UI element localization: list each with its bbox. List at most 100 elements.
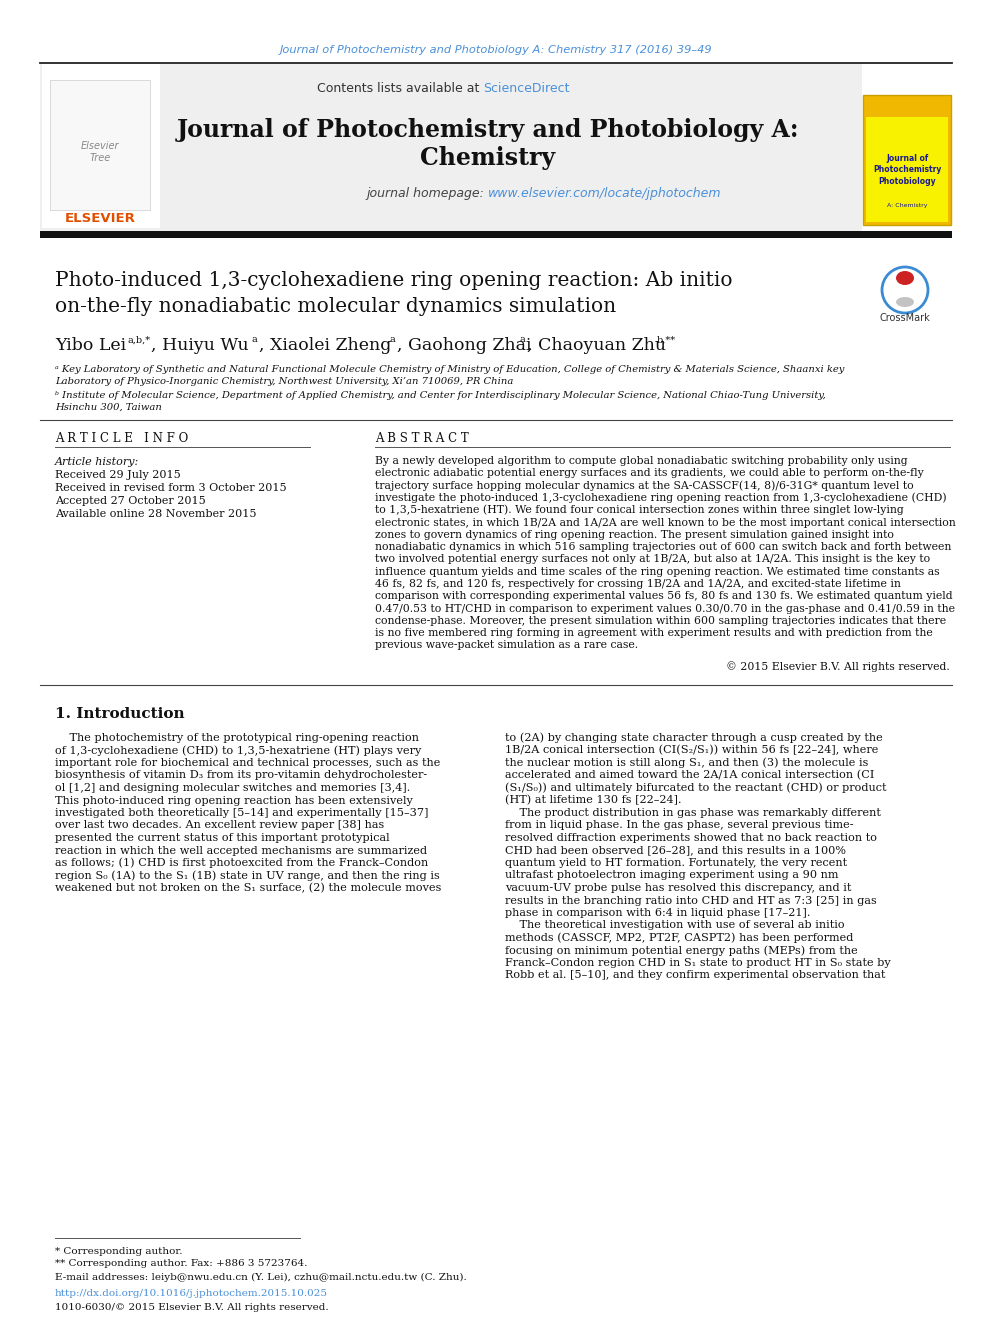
Text: influence quantum yields and time scales of the ring opening reaction. We estima: influence quantum yields and time scales… [375, 566, 939, 577]
Text: Yibo Lei: Yibo Lei [55, 337, 126, 355]
Text: on-the-fly nonadiabatic molecular dynamics simulation: on-the-fly nonadiabatic molecular dynami… [55, 298, 616, 316]
Text: , Gaohong Zhai: , Gaohong Zhai [397, 337, 532, 355]
Text: ol [1,2] and designing molecular switches and memories [3,4].: ol [1,2] and designing molecular switche… [55, 783, 411, 792]
Text: Received in revised form 3 October 2015: Received in revised form 3 October 2015 [55, 483, 287, 493]
Text: investigated both theoretically [5–14] and experimentally [15–37]: investigated both theoretically [5–14] a… [55, 808, 429, 818]
Text: 1. Introduction: 1. Introduction [55, 706, 185, 721]
Text: a: a [389, 336, 395, 344]
Text: quantum yield to HT formation. Fortunately, the very recent: quantum yield to HT formation. Fortunate… [505, 859, 847, 868]
Text: A: Chemistry: A: Chemistry [887, 204, 928, 209]
Text: electronic states, in which 1B/2A and 1A/2A are well known to be the most import: electronic states, in which 1B/2A and 1A… [375, 517, 955, 528]
Text: is no five membered ring forming in agreement with experiment results and with p: is no five membered ring forming in agre… [375, 628, 932, 638]
Text: 1B/2A conical intersection (CI(S₂/S₁)) within 56 fs [22–24], where: 1B/2A conical intersection (CI(S₂/S₁)) w… [505, 745, 878, 755]
Text: weakened but not broken on the S₁ surface, (2) the molecule moves: weakened but not broken on the S₁ surfac… [55, 882, 441, 893]
Text: © 2015 Elsevier B.V. All rights reserved.: © 2015 Elsevier B.V. All rights reserved… [726, 662, 950, 672]
Text: presented the current status of this important prototypical: presented the current status of this imp… [55, 833, 390, 843]
Text: accelerated and aimed toward the 2A/1A conical intersection (CI: accelerated and aimed toward the 2A/1A c… [505, 770, 874, 781]
Text: journal homepage:: journal homepage: [366, 188, 488, 201]
Bar [42, 64, 160, 228]
Text: 1010-6030/© 2015 Elsevier B.V. All rights reserved.: 1010-6030/© 2015 Elsevier B.V. All right… [55, 1303, 328, 1311]
Text: zones to govern dynamics of ring opening reaction. The present simulation gained: zones to govern dynamics of ring opening… [375, 529, 894, 540]
Text: , Chaoyuan Zhu: , Chaoyuan Zhu [527, 337, 666, 355]
Bar [866, 116, 948, 222]
Text: a: a [519, 336, 525, 344]
Text: The theoretical investigation with use of several ab initio: The theoretical investigation with use o… [505, 921, 844, 930]
Text: Contents lists available at: Contents lists available at [316, 82, 483, 94]
Text: region S₀ (1A) to the S₁ (1B) state in UV range, and then the ring is: region S₀ (1A) to the S₁ (1B) state in U… [55, 871, 439, 881]
Text: The photochemistry of the prototypical ring-opening reaction: The photochemistry of the prototypical r… [55, 733, 419, 744]
Text: 0.47/0.53 to HT/CHD in comparison to experiment values 0.30/0.70 in the gas-phas: 0.47/0.53 to HT/CHD in comparison to exp… [375, 603, 955, 614]
Text: a,b,*: a,b,* [127, 336, 150, 344]
Text: E-mail addresses: leiyb@nwu.edu.cn (Y. Lei), czhu@mail.nctu.edu.tw (C. Zhu).: E-mail addresses: leiyb@nwu.edu.cn (Y. L… [55, 1273, 467, 1282]
Text: Accepted 27 October 2015: Accepted 27 October 2015 [55, 496, 205, 505]
Text: from in liquid phase. In the gas phase, several previous time-: from in liquid phase. In the gas phase, … [505, 820, 853, 831]
Text: a: a [251, 336, 257, 344]
Text: comparison with corresponding experimental values 56 fs, 80 fs and 130 fs. We es: comparison with corresponding experiment… [375, 591, 952, 601]
Text: (S₁/S₀)) and ultimately bifurcated to the reactant (CHD) or product: (S₁/S₀)) and ultimately bifurcated to th… [505, 783, 887, 794]
Text: trajectory surface hopping molecular dynamics at the SA-CASSCF(14, 8)/6-31G* qua: trajectory surface hopping molecular dyn… [375, 480, 914, 491]
Text: over last two decades. An excellent review paper [38] has: over last two decades. An excellent revi… [55, 820, 384, 831]
Text: Journal of Photochemistry and Photobiology A:: Journal of Photochemistry and Photobiolo… [177, 118, 800, 142]
Text: Chemistry: Chemistry [421, 146, 556, 169]
Text: Available online 28 November 2015: Available online 28 November 2015 [55, 509, 257, 519]
Text: ELSEVIER: ELSEVIER [64, 212, 136, 225]
Text: to (2A) by changing state character through a cusp created by the: to (2A) by changing state character thro… [505, 733, 883, 744]
Text: Elsevier
Tree: Elsevier Tree [80, 142, 119, 163]
Text: www.elsevier.com/locate/jphotochem: www.elsevier.com/locate/jphotochem [488, 188, 721, 201]
Text: Journal of Photochemistry and Photobiology A: Chemistry 317 (2016) 39–49: Journal of Photochemistry and Photobiolo… [280, 45, 712, 56]
Text: Hsinchu 300, Taiwan: Hsinchu 300, Taiwan [55, 402, 162, 411]
Text: A B S T R A C T: A B S T R A C T [375, 431, 469, 445]
Text: important role for biochemical and technical processes, such as the: important role for biochemical and techn… [55, 758, 440, 767]
Bar [863, 95, 951, 225]
Text: as follows; (1) CHD is first photoexcited from the Franck–Condon: as follows; (1) CHD is first photoexcite… [55, 857, 429, 868]
Bar [40, 232, 952, 238]
Text: , Huiyu Wu: , Huiyu Wu [151, 337, 249, 355]
Text: investigate the photo-induced 1,3-cyclohexadiene ring opening reaction from 1,3-: investigate the photo-induced 1,3-cycloh… [375, 492, 946, 503]
Text: ultrafast photoelectron imaging experiment using a 90 nm: ultrafast photoelectron imaging experime… [505, 871, 838, 881]
Ellipse shape [896, 296, 914, 307]
Text: ** Corresponding author. Fax: +886 3 5723764.: ** Corresponding author. Fax: +886 3 572… [55, 1259, 308, 1269]
Text: nonadiabatic dynamics in which 516 sampling trajectories out of 600 can switch b: nonadiabatic dynamics in which 516 sampl… [375, 542, 951, 552]
Bar [40, 64, 862, 232]
Circle shape [882, 267, 928, 314]
Text: A R T I C L E   I N F O: A R T I C L E I N F O [55, 431, 188, 445]
Text: This photo-induced ring opening reaction has been extensively: This photo-induced ring opening reaction… [55, 795, 413, 806]
Text: (HT) at lifetime 130 fs [22–24].: (HT) at lifetime 130 fs [22–24]. [505, 795, 682, 806]
Text: resolved diffraction experiments showed that no back reaction to: resolved diffraction experiments showed … [505, 833, 877, 843]
Text: Received 29 July 2015: Received 29 July 2015 [55, 470, 181, 480]
Text: results in the branching ratio into CHD and HT as 7:3 [25] in gas: results in the branching ratio into CHD … [505, 896, 877, 905]
Text: reaction in which the well accepted mechanisms are summarized: reaction in which the well accepted mech… [55, 845, 428, 856]
Text: focusing on minimum potential energy paths (MEPs) from the: focusing on minimum potential energy pat… [505, 945, 858, 955]
Text: phase in comparison with 6:4 in liquid phase [17–21].: phase in comparison with 6:4 in liquid p… [505, 908, 810, 918]
Text: electronic adiabatic potential energy surfaces and its gradients, we could able : electronic adiabatic potential energy su… [375, 468, 924, 479]
Text: Franck–Condon region CHD in S₁ state to product HT in S₀ state by: Franck–Condon region CHD in S₁ state to … [505, 958, 891, 968]
Text: CrossMark: CrossMark [880, 314, 930, 323]
Text: Photo-induced 1,3-cyclohexadiene ring opening reaction: Ab initio: Photo-induced 1,3-cyclohexadiene ring op… [55, 270, 732, 290]
Bar [50, 79, 150, 210]
Text: two involved potential energy surfaces not only at 1B/2A, but also at 1A/2A. Thi: two involved potential energy surfaces n… [375, 554, 930, 565]
Text: biosynthesis of vitamin D₃ from its pro-vitamin dehydrocholester-: biosynthesis of vitamin D₃ from its pro-… [55, 770, 428, 781]
Text: Laboratory of Physico-Inorganic Chemistry, Northwest University, Xi’an 710069, P: Laboratory of Physico-Inorganic Chemistr… [55, 377, 514, 385]
Text: vacuum-UV probe pulse has resolved this discrepancy, and it: vacuum-UV probe pulse has resolved this … [505, 882, 851, 893]
Text: methods (CASSCF, MP2, PT2F, CASPT2) has been performed: methods (CASSCF, MP2, PT2F, CASPT2) has … [505, 933, 853, 943]
Text: 46 fs, 82 fs, and 120 fs, respectively for crossing 1B/2A and 1A/2A, and excited: 46 fs, 82 fs, and 120 fs, respectively f… [375, 579, 901, 589]
Text: * Corresponding author.: * Corresponding author. [55, 1246, 183, 1256]
Text: Robb et al. [5–10], and they confirm experimental observation that: Robb et al. [5–10], and they confirm exp… [505, 971, 886, 980]
Ellipse shape [896, 271, 914, 284]
Text: CHD had been observed [26–28], and this results in a 100%: CHD had been observed [26–28], and this … [505, 845, 846, 856]
Text: of 1,3-cyclohexadiene (CHD) to 1,3,5-hexatriene (HT) plays very: of 1,3-cyclohexadiene (CHD) to 1,3,5-hex… [55, 745, 422, 755]
Text: condense-phase. Moreover, the present simulation within 600 sampling trajectorie: condense-phase. Moreover, the present si… [375, 617, 946, 626]
Text: ᵇ Institute of Molecular Science, Department of Applied Chemistry, and Center fo: ᵇ Institute of Molecular Science, Depart… [55, 390, 825, 400]
Text: ScienceDirect: ScienceDirect [483, 82, 569, 94]
Text: http://dx.doi.org/10.1016/j.jphotochem.2015.10.025: http://dx.doi.org/10.1016/j.jphotochem.2… [55, 1289, 328, 1298]
Text: Article history:: Article history: [55, 456, 139, 467]
Text: Journal of
Photochemistry
Photobiology: Journal of Photochemistry Photobiology [873, 153, 941, 187]
Text: previous wave-packet simulation as a rare case.: previous wave-packet simulation as a rar… [375, 640, 638, 651]
Text: ᵃ Key Laboratory of Synthetic and Natural Functional Molecule Chemistry of Minis: ᵃ Key Laboratory of Synthetic and Natura… [55, 365, 844, 373]
Text: to 1,3,5-hexatriene (HT). We found four conical intersection zones within three : to 1,3,5-hexatriene (HT). We found four … [375, 505, 904, 516]
Text: b,**: b,** [657, 336, 677, 344]
Text: The product distribution in gas phase was remarkably different: The product distribution in gas phase wa… [505, 808, 881, 818]
Text: By a newly developed algorithm to compute global nonadiabatic switching probabil: By a newly developed algorithm to comput… [375, 456, 908, 466]
Text: , Xiaolei Zheng: , Xiaolei Zheng [259, 337, 392, 355]
Text: the nuclear motion is still along S₁, and then (3) the molecule is: the nuclear motion is still along S₁, an… [505, 758, 868, 769]
